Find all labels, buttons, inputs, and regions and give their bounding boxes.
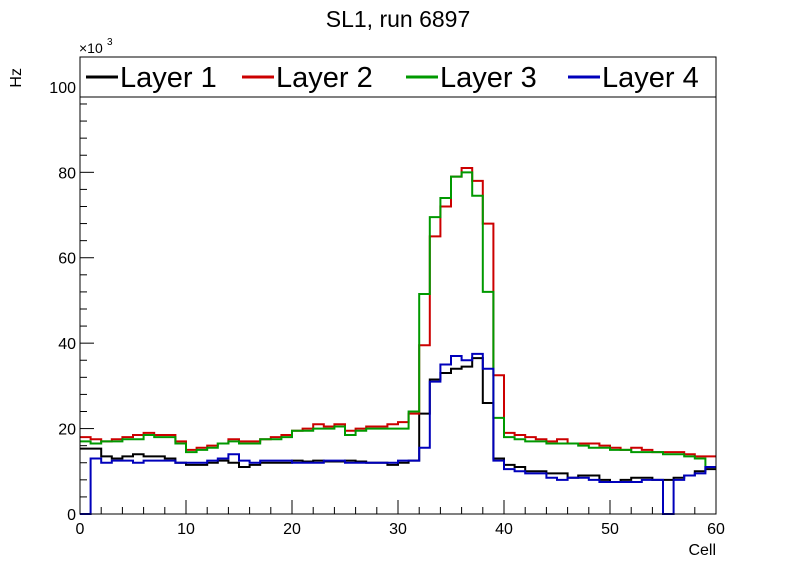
y-multiplier-exponent: 3 (107, 37, 113, 48)
x-tick-label: 50 (601, 521, 619, 538)
x-tick-label: 40 (495, 521, 513, 538)
y-tick-label: 80 (58, 165, 76, 182)
y-multiplier-label: ×10 (79, 40, 103, 56)
x-tick-label: 10 (177, 521, 195, 538)
plot-frame (79, 56, 717, 515)
legend-label-3: Layer 3 (440, 62, 537, 94)
series-3-line (80, 171, 716, 469)
x-tick-label: 20 (283, 521, 301, 538)
legend-label-1: Layer 1 (120, 62, 217, 94)
chart-title: SL1, run 6897 (326, 6, 471, 32)
y-axis-label: Hz (8, 68, 25, 88)
legend-label-2: Layer 2 (276, 62, 373, 94)
y-tick-label: 20 (58, 422, 76, 439)
series-2-line (80, 167, 716, 458)
axis-ticks: 0 10 20 30 40 50 60 0 20 40 60 80 100 (49, 69, 725, 538)
x-tick-label: 60 (707, 521, 725, 538)
x-tick-label: 30 (389, 521, 407, 538)
y-tick-label: 0 (67, 507, 76, 524)
series-1-line (80, 357, 716, 483)
x-axis-label: Cell (688, 542, 716, 559)
series-group (80, 167, 716, 515)
y-tick-label: 40 (58, 336, 76, 353)
y-tick-label: 60 (58, 251, 76, 268)
legend-label-4: Layer 4 (602, 62, 699, 94)
y-multiplier: ×10 3 (79, 37, 113, 56)
x-tick-label: 0 (76, 521, 85, 538)
series-4-line (80, 352, 716, 515)
legend-box (79, 56, 717, 98)
y-tick-label: 100 (49, 80, 76, 97)
legend: Layer 1 Layer 2 Layer 3 Layer 4 (79, 56, 717, 98)
